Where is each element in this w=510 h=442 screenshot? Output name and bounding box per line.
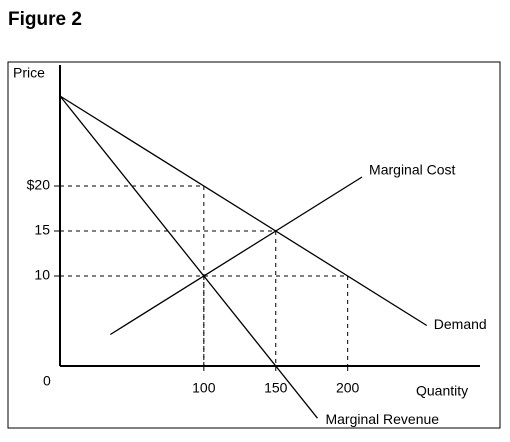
x-tick-label: 100 xyxy=(192,380,216,396)
series-line xyxy=(59,95,318,419)
x-tick-label: 150 xyxy=(264,380,288,396)
y-tick-label: $20 xyxy=(27,177,51,193)
y-tick-label: 10 xyxy=(34,267,50,283)
frame xyxy=(7,61,501,429)
x-tick-label: 200 xyxy=(336,380,360,396)
series-label: Marginal Cost xyxy=(369,162,455,178)
y-tick-label: 15 xyxy=(34,222,50,238)
origin-label: 0 xyxy=(43,373,51,389)
series-line xyxy=(59,95,428,327)
series-label: Marginal Revenue xyxy=(325,411,439,427)
y-axis-label: Price xyxy=(13,65,45,81)
chart-title: Figure 2 xyxy=(8,9,82,30)
x-axis-label: Quantity xyxy=(416,383,468,399)
series-line xyxy=(109,176,363,336)
series-label: Demand xyxy=(434,316,487,332)
